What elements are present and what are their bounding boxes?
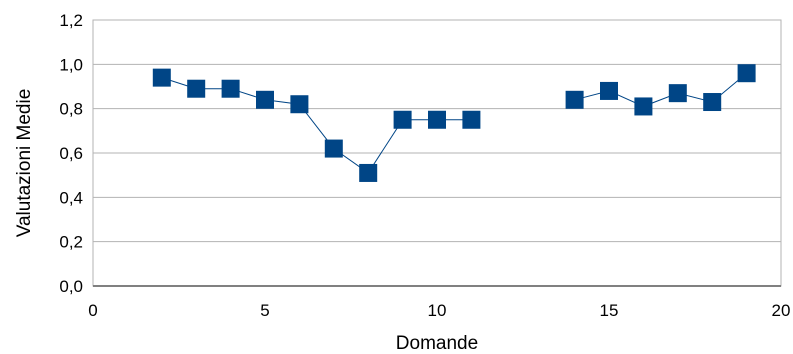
x-axis-tick-labels: 0 5 10 15 20 bbox=[88, 301, 790, 320]
data-point-x2 bbox=[152, 68, 171, 87]
y-axis-tick-labels: 0,0 0,2 0,4 0,6 0,8 1,0 1,2 bbox=[59, 11, 83, 296]
data-point-x4 bbox=[221, 79, 240, 98]
data-point-x8 bbox=[359, 163, 378, 182]
y-tick-label: 0,8 bbox=[59, 100, 83, 119]
data-point-x3 bbox=[187, 79, 206, 98]
x-tick-label: 5 bbox=[260, 301, 269, 320]
data-series bbox=[152, 64, 756, 182]
data-point-x10 bbox=[428, 110, 446, 129]
y-tick-label: 0,2 bbox=[59, 233, 83, 252]
y-axis-title: Valutazioni Medie bbox=[14, 89, 35, 238]
data-point-x16 bbox=[634, 97, 653, 116]
y-tick-label: 0,6 bbox=[59, 144, 83, 163]
y-tick-label: 1,0 bbox=[59, 55, 83, 74]
data-point-x18 bbox=[703, 93, 722, 112]
data-point-x9 bbox=[393, 110, 412, 129]
data-point-x14 bbox=[565, 90, 584, 109]
data-point-x19 bbox=[737, 64, 756, 83]
x-tick-label: 15 bbox=[600, 301, 619, 320]
data-point-x7 bbox=[324, 139, 343, 158]
x-tick-label: 10 bbox=[428, 301, 447, 320]
series-line-segment-0 bbox=[161, 77, 472, 174]
x-axis-title: Domande bbox=[396, 333, 478, 354]
data-point-x6 bbox=[290, 95, 309, 114]
y-tick-label: 1,2 bbox=[59, 11, 83, 30]
data-point-x11 bbox=[462, 110, 481, 129]
y-tick-label: 0,0 bbox=[59, 277, 83, 296]
data-point-x17 bbox=[668, 84, 687, 103]
data-point-x15 bbox=[600, 81, 618, 100]
data-point-x5 bbox=[256, 90, 274, 109]
y-tick-label: 0,4 bbox=[59, 188, 83, 207]
x-tick-label: 0 bbox=[88, 301, 97, 320]
x-tick-label: 20 bbox=[772, 301, 791, 320]
